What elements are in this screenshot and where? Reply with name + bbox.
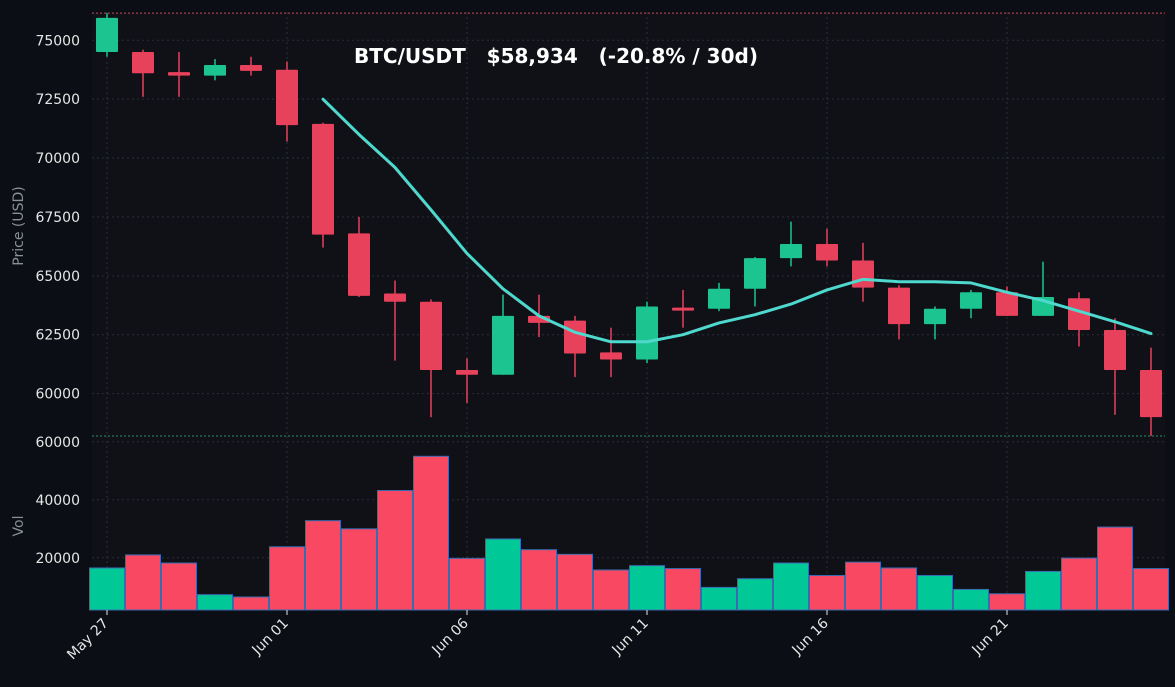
candle-body (204, 65, 226, 76)
price-tick-label: 60000 (35, 387, 80, 403)
price-tick-label: 65000 (35, 269, 80, 285)
price-tick-label: 72500 (35, 92, 80, 108)
volume-bar (701, 586, 737, 611)
candle-body (888, 287, 910, 325)
volume-bars (89, 455, 1169, 611)
candle-body (636, 306, 658, 360)
volume-bar (557, 553, 593, 611)
candle-body (168, 72, 190, 76)
volume-bar (125, 554, 161, 611)
candle-body (924, 308, 946, 325)
volume-bar (809, 574, 845, 611)
volume-tick-label: 60000 (35, 435, 80, 451)
volume-bar (377, 490, 413, 611)
price-tick-label: 62500 (35, 328, 80, 344)
price-axis-label: Price (USD) (11, 186, 27, 265)
candle-body (996, 292, 1018, 316)
candle-body (780, 244, 802, 259)
volume-bar (89, 567, 125, 611)
candle-body (1140, 370, 1162, 418)
volume-bar (989, 593, 1025, 611)
reference-lines (92, 12, 1165, 437)
volume-bar (341, 528, 377, 611)
moving-average-line (321, 97, 1153, 344)
volume-axis-label: Vol (11, 516, 27, 537)
volume-bar (1133, 568, 1169, 611)
price-panel (92, 12, 1165, 436)
volume-bar (197, 594, 233, 611)
candle-body (420, 301, 442, 371)
volume-bar (773, 562, 809, 611)
candle-body (1104, 330, 1126, 371)
volume-bar (1025, 570, 1061, 611)
volume-bar (593, 569, 629, 611)
y-tick-labels: 60000 62500 65000 67500 70000 72500 75000 20000… (35, 33, 80, 567)
volume-bar (161, 562, 197, 611)
candle-body (384, 293, 406, 302)
candle-body (96, 17, 118, 53)
price-tick-label: 70000 (35, 151, 80, 167)
volume-bar (305, 520, 341, 611)
candle-body (816, 244, 838, 261)
candle-body (1068, 298, 1090, 330)
candle-body (852, 260, 874, 288)
volume-bar (233, 596, 269, 611)
candle-body (672, 307, 694, 311)
candle-body (564, 320, 586, 354)
candle-body (348, 233, 370, 296)
volume-bar (737, 578, 773, 611)
grid-lines (92, 12, 1165, 610)
candle-body (240, 65, 262, 71)
price-tick-label: 67500 (35, 210, 80, 226)
candle-body (132, 52, 154, 74)
volume-bar (1097, 526, 1133, 611)
volume-bar (917, 574, 953, 611)
volume-bar (1061, 557, 1097, 611)
volume-bar (485, 538, 521, 611)
volume-bar (881, 567, 917, 611)
candle-body (708, 288, 730, 309)
volume-bar (413, 455, 449, 611)
price-tick-label: 75000 (35, 33, 80, 49)
candle-body (600, 352, 622, 360)
candle-body (744, 258, 766, 289)
volume-tick-label: 20000 (35, 551, 80, 567)
candle-body (276, 69, 298, 126)
volume-bar (953, 588, 989, 611)
candle-body (960, 292, 982, 309)
candle-bodies (96, 17, 1162, 418)
candle-body (312, 123, 334, 235)
candle-body (456, 370, 478, 375)
volume-bar (845, 561, 881, 611)
chart-title: BTC/USDT $58,934 (-20.8% / 30d) (354, 44, 758, 68)
volume-bar (269, 546, 305, 611)
volume-bar (665, 568, 701, 611)
candle-body (492, 315, 514, 375)
volume-bar (449, 557, 485, 611)
volume-bar (629, 565, 665, 611)
volume-tick-label: 40000 (35, 493, 80, 509)
volume-bar (521, 549, 557, 611)
